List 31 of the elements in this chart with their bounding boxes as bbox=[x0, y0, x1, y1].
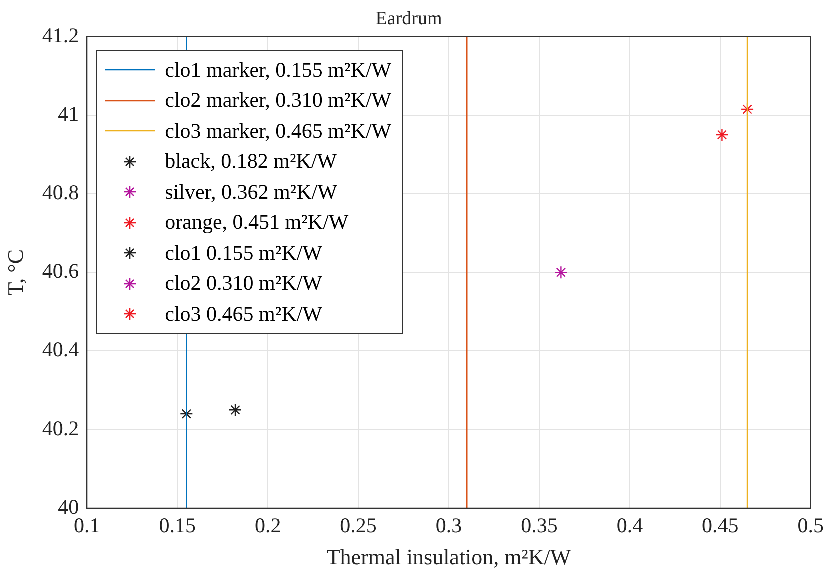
x-tick-label: 0.25 bbox=[340, 514, 377, 538]
x-tick-label: 0.5 bbox=[798, 514, 824, 538]
y-tick-label: 40.4 bbox=[42, 338, 80, 362]
x-tick-label: 0.3 bbox=[436, 514, 462, 538]
legend-label: clo1 marker, 0.155 m²K/W bbox=[165, 56, 392, 84]
x-axis-title: Thermal insulation, m²K/W bbox=[326, 544, 572, 570]
x-tick-label: 0.4 bbox=[616, 514, 644, 538]
legend-label: clo3 marker, 0.465 m²K/W bbox=[165, 118, 392, 145]
chart-title: Eardrum bbox=[376, 8, 442, 30]
legend-label: silver, 0.362 m²K/W bbox=[165, 178, 338, 206]
legend-label: clo3 0.465 m²K/W bbox=[165, 300, 322, 328]
point bbox=[716, 128, 729, 142]
y-axis-title: T, °C bbox=[2, 249, 28, 296]
y-tick-label: 40.8 bbox=[42, 180, 80, 205]
legend-label: clo1 0.155 m²K/W bbox=[165, 240, 322, 267]
point bbox=[228, 404, 242, 417]
y-tick-label: 41 bbox=[58, 102, 80, 126]
point bbox=[740, 102, 754, 116]
x-tick-label: 0.2 bbox=[254, 514, 282, 538]
legend-label: clo2 0.310 m²K/W bbox=[165, 270, 322, 298]
x-tick-label: 0.15 bbox=[159, 514, 196, 538]
point bbox=[554, 266, 568, 280]
legend-label: black, 0.182 m²K/W bbox=[165, 148, 338, 176]
y-tick-label: 40.6 bbox=[42, 259, 80, 284]
x-tick-label: 0.35 bbox=[521, 514, 558, 538]
point bbox=[180, 407, 194, 421]
y-tick-label: 40.2 bbox=[42, 416, 80, 440]
y-tick-label: 41.2 bbox=[42, 23, 80, 48]
legend-label: clo2 marker, 0.310 m²K/W bbox=[165, 87, 392, 114]
x-tick-label: 0.45 bbox=[702, 514, 739, 538]
legend-label: orange, 0.451 m²K/W bbox=[165, 209, 349, 236]
